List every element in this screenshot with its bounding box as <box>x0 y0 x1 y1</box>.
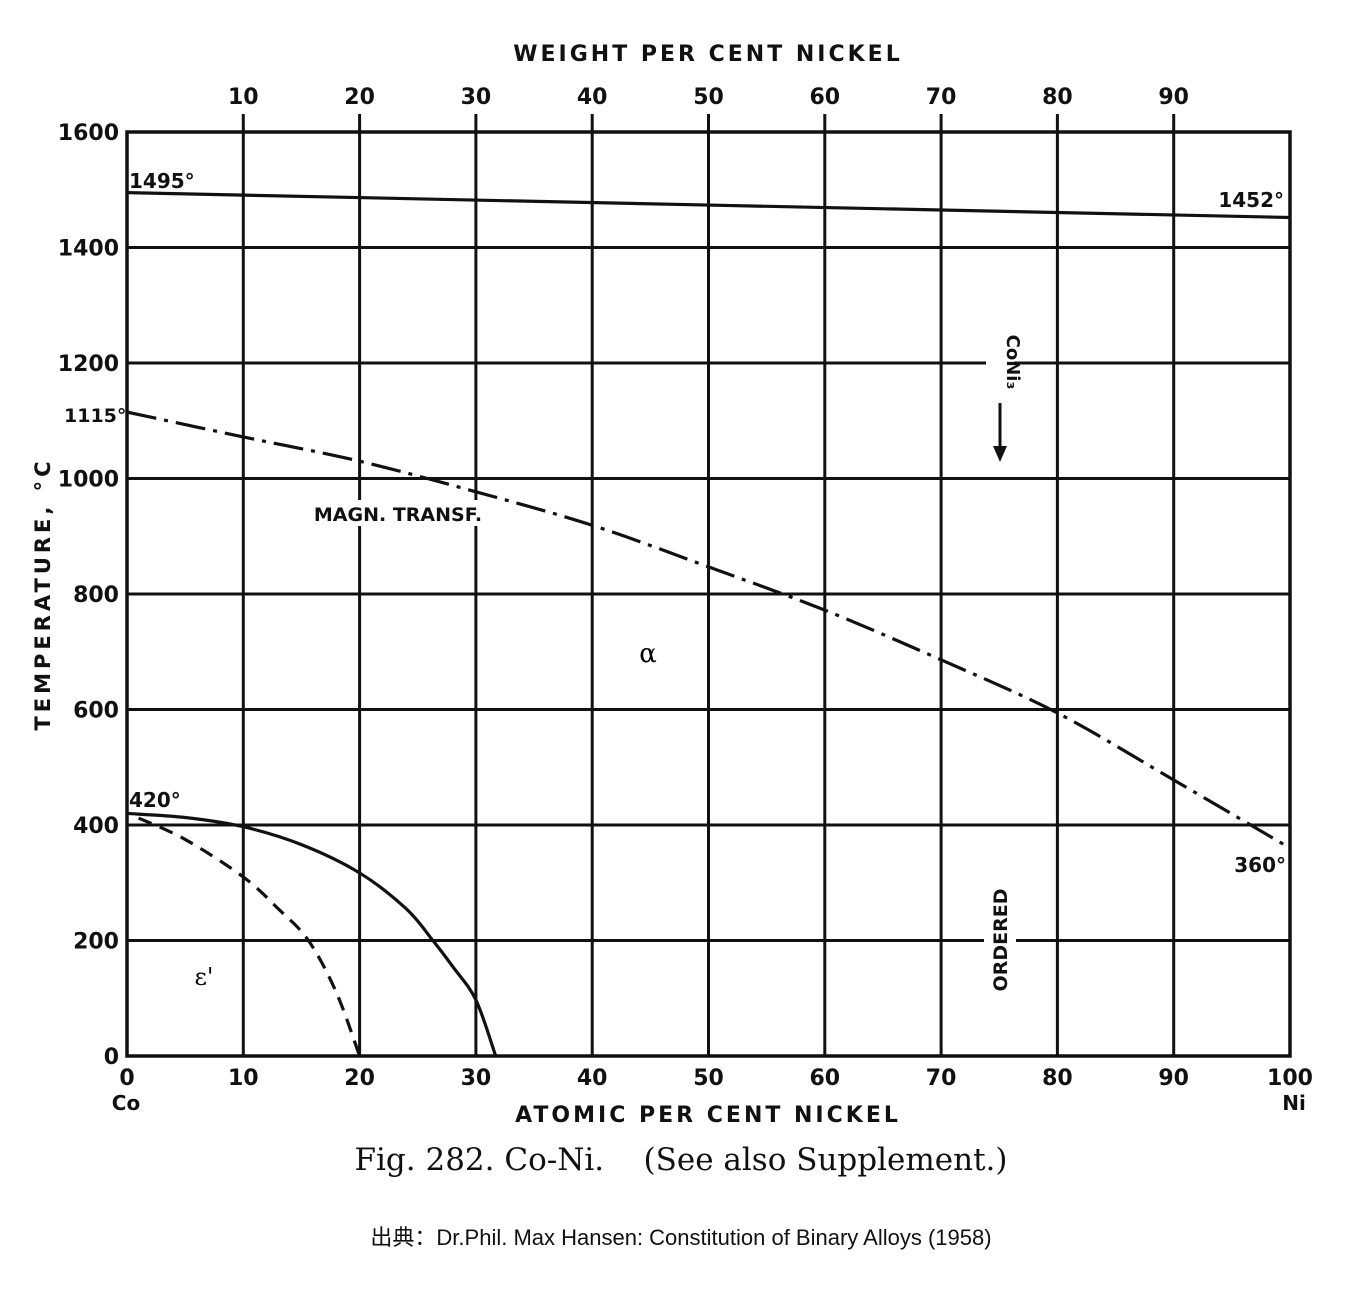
y-tick-label: 600 <box>73 699 119 724</box>
annotation-epsilon: ε' <box>194 963 213 991</box>
annotation-coni3: CoNi₃ <box>1002 335 1023 390</box>
y-tick-label: 1600 <box>58 121 119 146</box>
x-tick-label: 0 <box>119 1066 134 1091</box>
annotation-1115: 1115° <box>64 405 126 427</box>
x-tick-label: 70 <box>926 1066 957 1091</box>
x-tick-label: 20 <box>344 1066 375 1091</box>
x-end-label-ni: Ni <box>1282 1091 1306 1115</box>
annotation-ordered: ORDERED <box>990 889 1012 992</box>
y-tick-label: 1200 <box>58 352 119 377</box>
x-axis-title: ATOMIC PER CENT NICKEL <box>515 1103 901 1128</box>
x2-tick-label: 50 <box>693 85 724 110</box>
annotation-420: 420° <box>129 788 181 812</box>
y-tick-label: 0 <box>104 1045 119 1070</box>
y-tick-label: 1400 <box>58 237 119 262</box>
y-tick-label: 200 <box>73 930 119 955</box>
arrow-down-icon <box>993 403 1007 462</box>
x-tick-label: 100 <box>1267 1066 1313 1091</box>
annotation-1452: 1452° <box>1218 188 1284 212</box>
y-axis-title: TEMPERATURE, °C <box>31 457 55 730</box>
x-tick-label: 60 <box>809 1066 840 1091</box>
series-alpha-epsilon-boundary-cooling- <box>137 816 362 1057</box>
y-tick-label: 400 <box>73 814 119 839</box>
y-tick-label: 800 <box>73 583 119 608</box>
annotation-1495: 1495° <box>129 169 195 193</box>
figure-caption: Fig. 282. Co-Ni. (See also Supplement.) <box>354 1142 1008 1178</box>
annotation-360: 360° <box>1234 853 1286 877</box>
x2-tick-label: 60 <box>809 85 840 110</box>
x2-tick-label: 90 <box>1158 85 1189 110</box>
y-tick-label: 1000 <box>58 468 119 493</box>
x2-tick-label: 40 <box>577 85 608 110</box>
x-tick-label: 50 <box>693 1066 724 1091</box>
x2-tick-label: 70 <box>926 85 957 110</box>
series-magnetic-transformation <box>126 410 1291 850</box>
x2-tick-label: 30 <box>461 85 492 110</box>
annotation-magn-transf: MAGN. TRANSF. <box>314 504 482 526</box>
x-tick-label: 90 <box>1158 1066 1189 1091</box>
x2-tick-label: 20 <box>344 85 375 110</box>
x-tick-label: 80 <box>1042 1066 1073 1091</box>
series-alpha-epsilon-boundary-heating- <box>126 811 498 1057</box>
source-citation: 出典：Dr.Phil. Max Hansen: Constitution of … <box>370 1225 992 1250</box>
series-liquidus <box>126 191 1291 220</box>
x2-tick-label: 80 <box>1042 85 1073 110</box>
x-tick-label: 40 <box>577 1066 608 1091</box>
x-tick-label: 10 <box>228 1066 259 1091</box>
plot-frame <box>125 130 1292 1058</box>
x2-axis-title: WEIGHT PER CENT NICKEL <box>513 42 902 67</box>
x-tick-label: 30 <box>461 1066 492 1091</box>
x2-tick-label: 10 <box>228 85 259 110</box>
annotation-alpha: α <box>639 639 657 669</box>
x-end-label-co: Co <box>112 1091 140 1115</box>
